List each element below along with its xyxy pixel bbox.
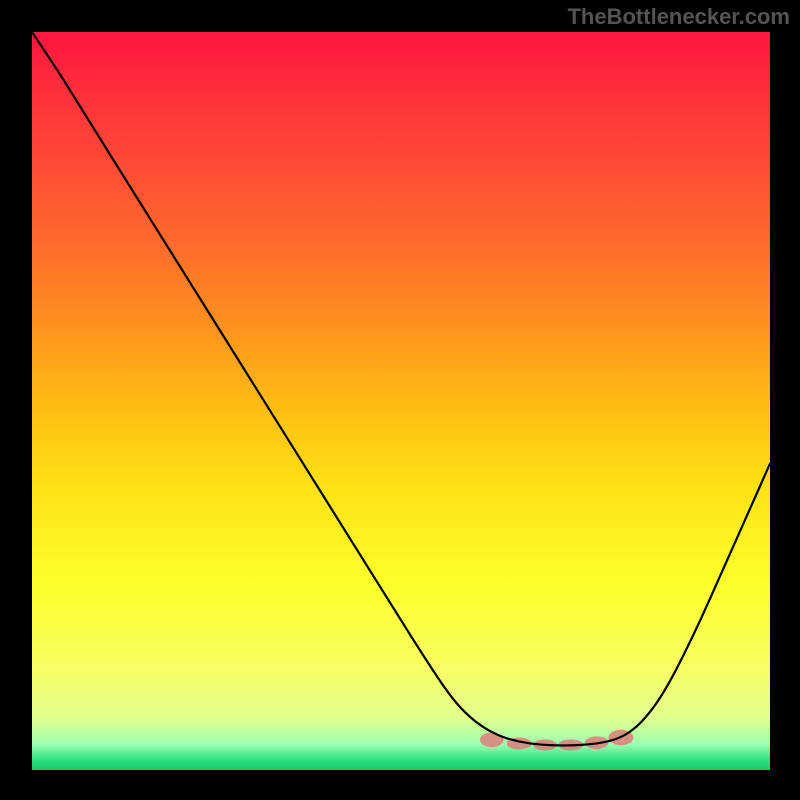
chart-background-gradient [32,32,770,770]
bottleneck-chart: TheBottlenecker.com [0,0,800,800]
watermark-label: TheBottlenecker.com [567,4,790,30]
chart-canvas [0,0,800,800]
